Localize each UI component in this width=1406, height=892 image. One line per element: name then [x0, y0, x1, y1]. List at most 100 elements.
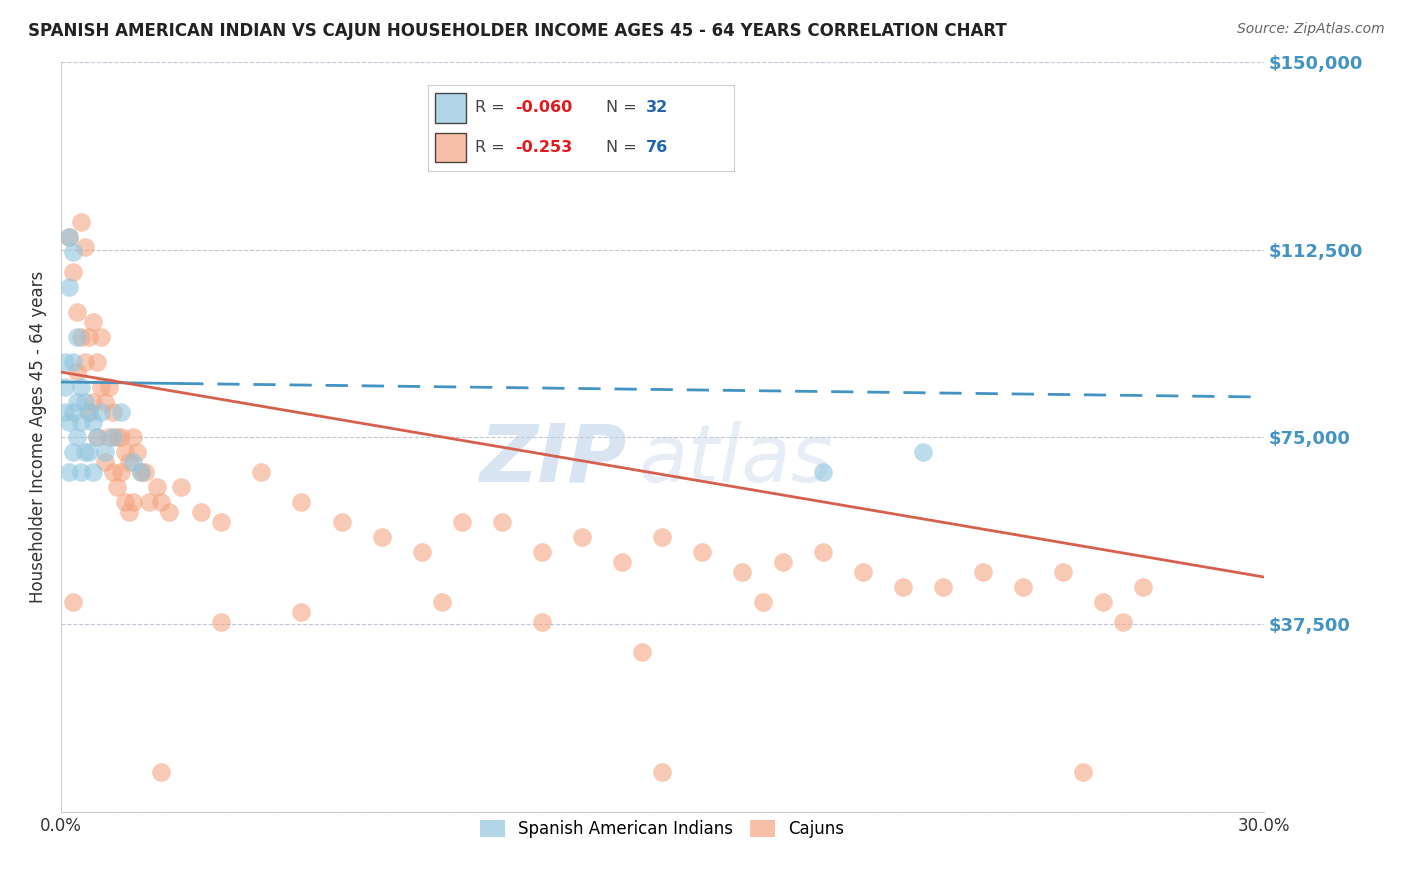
Point: [114, 495, 136, 509]
Point: [62, 355, 84, 369]
Point: [66, 330, 89, 344]
Point: [105, 480, 128, 494]
Point: [58, 280, 80, 294]
Point: [70, 380, 93, 394]
Point: [531, 615, 554, 629]
Point: [73, 395, 96, 409]
Point: [77, 330, 100, 344]
Point: [94, 395, 117, 409]
Point: [731, 565, 754, 579]
Point: [450, 515, 472, 529]
Point: [118, 455, 141, 469]
Y-axis label: Householder Income Ages 45 - 64 years: Householder Income Ages 45 - 64 years: [30, 271, 46, 603]
Point: [62, 595, 84, 609]
Point: [86, 430, 108, 444]
Point: [70, 215, 93, 229]
Point: [370, 530, 392, 544]
Point: [66, 430, 89, 444]
Point: [82, 415, 104, 429]
Point: [972, 565, 994, 579]
Point: [94, 445, 117, 459]
Point: [250, 465, 273, 479]
Point: [77, 405, 100, 419]
Point: [209, 515, 232, 529]
Text: atlas: atlas: [638, 420, 832, 499]
Point: [1092, 595, 1115, 609]
Point: [631, 645, 654, 659]
Point: [90, 330, 112, 344]
Text: SPANISH AMERICAN INDIAN VS CAJUN HOUSEHOLDER INCOME AGES 45 - 64 YEARS CORRELATI: SPANISH AMERICAN INDIAN VS CAJUN HOUSEHO…: [28, 22, 1007, 40]
Point: [150, 764, 173, 779]
Point: [772, 555, 794, 569]
Point: [1052, 565, 1074, 579]
Point: [170, 480, 193, 494]
Legend: Spanish American Indians, Cajuns: Spanish American Indians, Cajuns: [474, 814, 851, 845]
Point: [157, 505, 180, 519]
Point: [209, 615, 232, 629]
Point: [138, 495, 160, 509]
Text: ZIP: ZIP: [479, 420, 626, 499]
Point: [70, 415, 93, 429]
Text: Source: ZipAtlas.com: Source: ZipAtlas.com: [1237, 22, 1385, 37]
Point: [891, 580, 914, 594]
Point: [122, 455, 145, 469]
Point: [1012, 580, 1035, 594]
Point: [110, 430, 132, 444]
Point: [911, 445, 934, 459]
Point: [62, 445, 84, 459]
Point: [571, 530, 593, 544]
Point: [751, 595, 773, 609]
Point: [82, 315, 104, 329]
Point: [73, 355, 96, 369]
Point: [70, 330, 93, 344]
Point: [53, 355, 76, 369]
Point: [86, 430, 108, 444]
Point: [129, 465, 152, 479]
Point: [70, 465, 93, 479]
Point: [62, 265, 84, 279]
Point: [411, 545, 433, 559]
Point: [77, 405, 100, 419]
Point: [1071, 764, 1094, 779]
Point: [612, 555, 634, 569]
Point: [66, 395, 89, 409]
Point: [101, 405, 124, 419]
Point: [127, 445, 149, 459]
Point: [73, 240, 96, 254]
Point: [101, 430, 124, 444]
Point: [90, 380, 112, 394]
Point: [110, 465, 132, 479]
Point: [122, 495, 145, 509]
Point: [82, 395, 104, 409]
Point: [330, 515, 353, 529]
Point: [86, 355, 108, 369]
Point: [53, 380, 76, 394]
Point: [651, 530, 673, 544]
Point: [651, 764, 673, 779]
Point: [146, 480, 169, 494]
Point: [77, 445, 100, 459]
Point: [811, 465, 834, 479]
Point: [98, 380, 121, 394]
Point: [101, 465, 124, 479]
Point: [66, 365, 89, 379]
Point: [122, 430, 145, 444]
Point: [290, 605, 312, 619]
Point: [811, 545, 834, 559]
Point: [82, 465, 104, 479]
Point: [58, 230, 80, 244]
Point: [105, 430, 128, 444]
Point: [290, 495, 312, 509]
Point: [73, 445, 96, 459]
Point: [66, 305, 89, 319]
Point: [90, 405, 112, 419]
Point: [190, 505, 212, 519]
Point: [62, 405, 84, 419]
Point: [129, 465, 152, 479]
Point: [94, 455, 117, 469]
Point: [114, 445, 136, 459]
Point: [491, 515, 513, 529]
Point: [692, 545, 714, 559]
Point: [58, 230, 80, 244]
Point: [1132, 580, 1154, 594]
